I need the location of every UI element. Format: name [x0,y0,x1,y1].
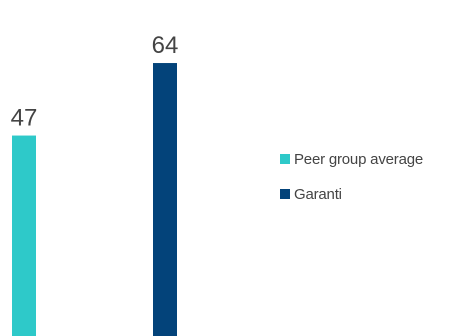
bar-garanti [153,63,177,336]
legend-item-garanti: Garanti [280,183,457,205]
bar-peer-group-average [12,135,36,336]
data-label-garanti: 64 [152,32,179,59]
legend-swatch-garanti [280,189,290,199]
legend: Peer group average Garanti [280,148,457,218]
legend-swatch-peer-group-average [280,154,290,164]
legend-label-peer-group-average: Peer group average [294,150,423,168]
legend-label-garanti: Garanti [294,185,342,203]
legend-item-peer-group-average: Peer group average [280,148,457,170]
data-label-peer-group-average: 47 [11,105,38,132]
